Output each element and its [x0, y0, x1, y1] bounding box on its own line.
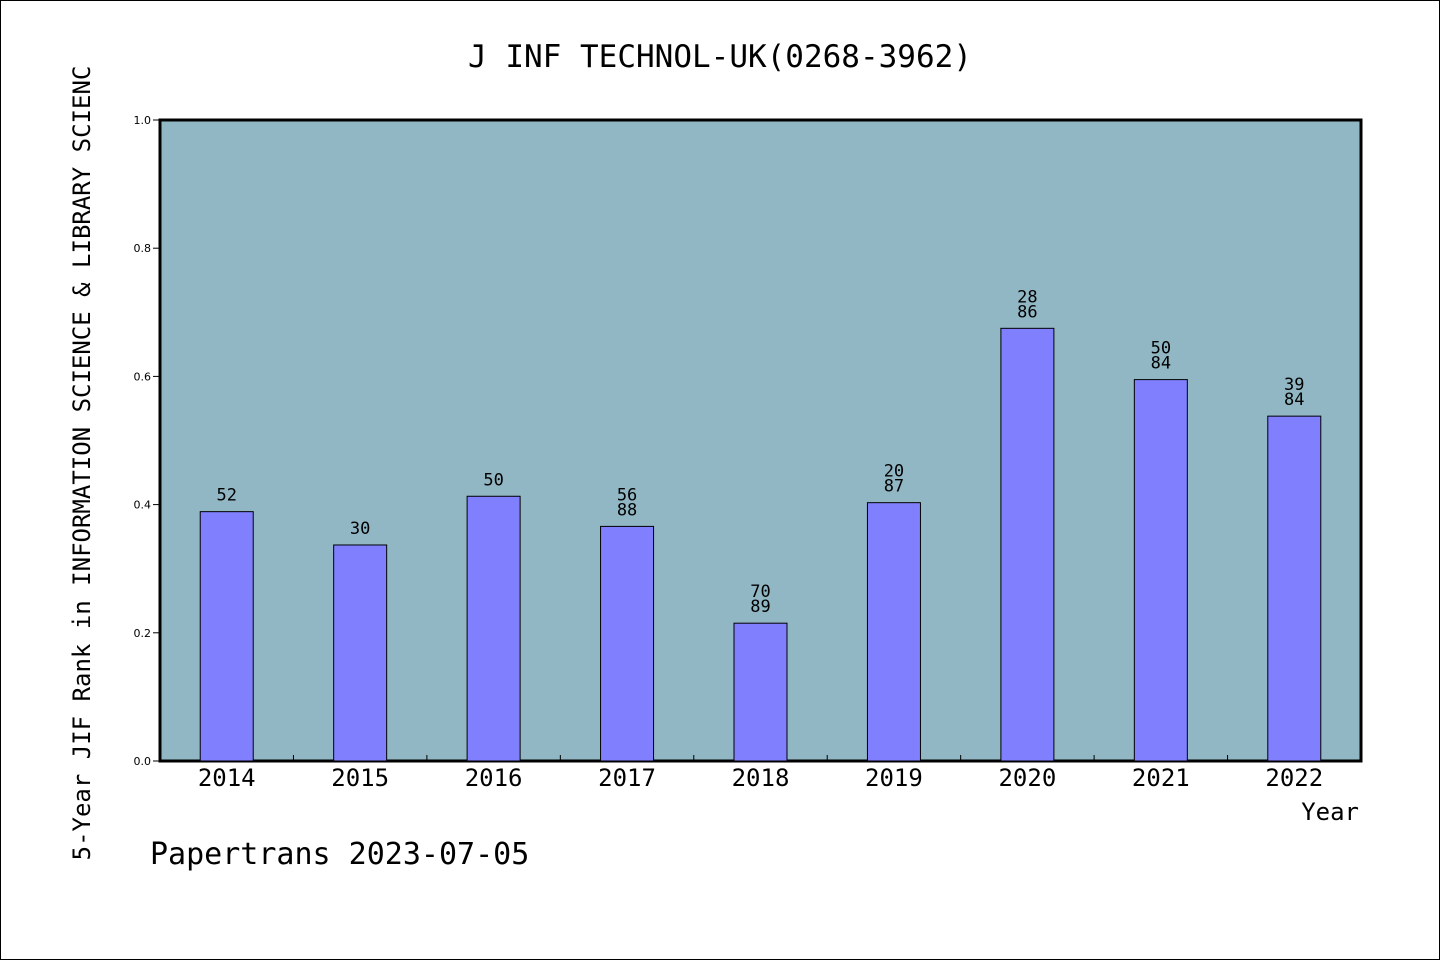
footer-label: Papertrans 2023-07-05	[150, 837, 529, 872]
bar-2016	[466, 495, 521, 762]
x-tick-label: 2020	[998, 764, 1056, 792]
x-tick-label: 2016	[465, 764, 523, 792]
bar-label-2020: 86	[1017, 302, 1037, 322]
bar-2014	[199, 511, 254, 762]
bar-label-2019: 20	[884, 462, 904, 482]
bar-label-2020: 28	[1017, 287, 1037, 307]
bar-label-2016: 50	[483, 470, 503, 490]
bar-label-2014: 52	[216, 486, 236, 506]
y-axis-label: 5-Year JIF Rank in INFORMATION SCIENCE &…	[68, 66, 96, 861]
x-tick-label: 2015	[331, 764, 389, 792]
x-tick-label: 2017	[598, 764, 656, 792]
x-axis: 2014 2015 2016 2017 2018 2019 2020 2021 2022	[198, 755, 1323, 792]
bar-2015	[333, 544, 388, 762]
x-tick-label: 2018	[732, 764, 790, 792]
bar-2019	[866, 502, 921, 762]
bar-label-2022: 84	[1284, 390, 1304, 410]
bar-label-2018: 70	[750, 582, 770, 602]
bar-label-2019: 87	[884, 477, 904, 497]
bar-label-2015: 30	[350, 519, 370, 539]
bar-2020	[1000, 327, 1055, 762]
y-tick-label: 0.2	[134, 627, 152, 640]
y-tick-label: 0.8	[134, 242, 152, 255]
x-tick-label: 2021	[1132, 764, 1190, 792]
bar-label-2017: 56	[617, 485, 637, 505]
bar-label-2018: 89	[750, 597, 770, 617]
bar-label-2021: 84	[1151, 354, 1171, 374]
bar-2018	[733, 622, 788, 762]
chart-title: J INF TECHNOL-UK(0268-3962)	[468, 39, 972, 75]
y-tick-label: 0.0	[134, 755, 152, 768]
y-axis: 0.0 0.2 0.4 0.6 0.8 1.0	[134, 114, 160, 768]
y-tick-label: 0.4	[134, 499, 152, 512]
bar-2022	[1267, 415, 1322, 762]
bar-label-2017: 88	[617, 500, 637, 520]
x-tick-label: 2014	[198, 764, 256, 792]
x-tick-label: 2019	[865, 764, 923, 792]
bar-2021	[1133, 379, 1188, 762]
bar-label-2021: 50	[1151, 339, 1171, 359]
bar-2017	[600, 525, 655, 762]
x-axis-label: Year	[1301, 798, 1359, 826]
y-tick-label: 1.0	[134, 114, 152, 127]
x-tick-label: 2022	[1265, 764, 1323, 792]
bar-label-2022: 39	[1284, 375, 1304, 395]
y-tick-label: 0.6	[134, 370, 152, 383]
